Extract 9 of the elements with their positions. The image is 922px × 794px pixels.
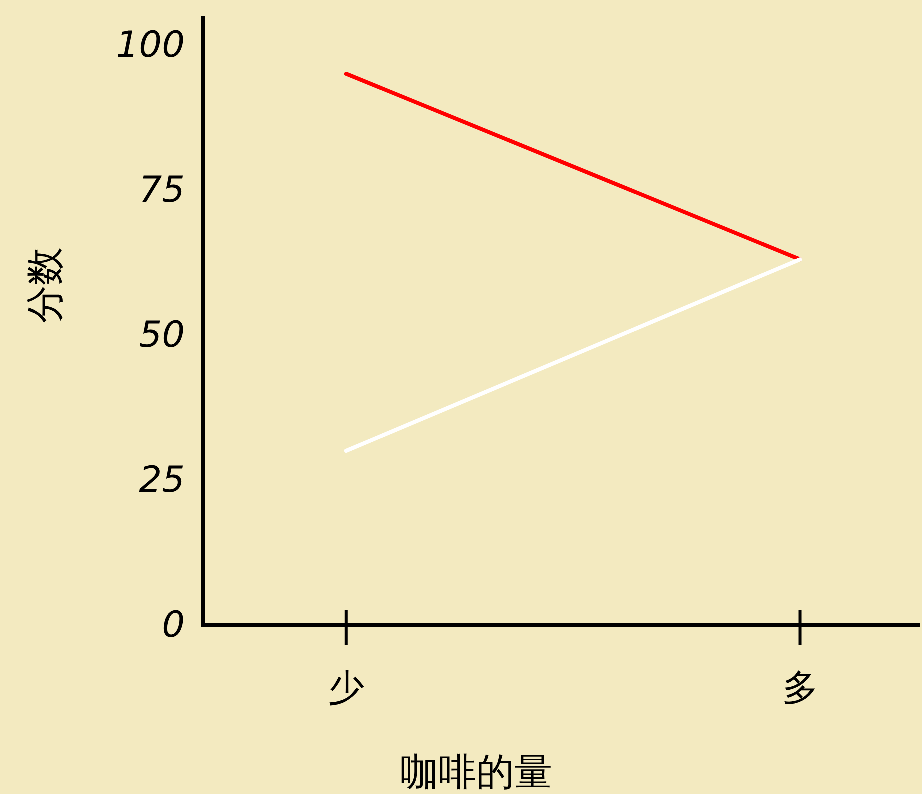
y-tick-label: 100: [116, 25, 185, 66]
y-axis-title: 分数: [23, 248, 67, 324]
y-tick-label: 75: [139, 170, 185, 211]
y-tick-label: 25: [139, 460, 185, 501]
y-tick-label: 0: [162, 605, 185, 646]
y-tick-label: 50: [139, 315, 185, 356]
x-tick-label: 少: [328, 668, 364, 709]
x-axis-title: 咖啡的量: [400, 750, 552, 794]
x-tick-label: 多: [782, 668, 818, 709]
